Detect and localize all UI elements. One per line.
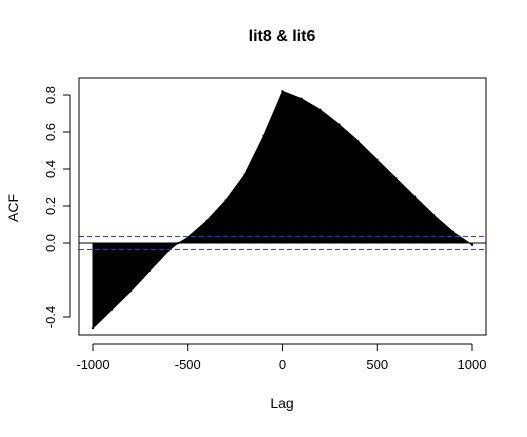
y-tick-label: 0.2 [43,197,58,215]
y-tick-label: 0.0 [43,234,58,252]
x-tick-label: 1000 [458,357,487,372]
y-tick-label: 0.6 [43,123,58,141]
y-tick-label: -0.4 [43,306,58,328]
acf-point [262,134,265,137]
acf-point [470,243,474,246]
acf-point [148,269,151,272]
acf-point [129,289,133,293]
axes-layer: -1000 -500 0 500 1000 -0.4 0.0 0.2 0.4 0.6 0.8 [43,77,487,372]
acf-point [319,108,322,112]
acf-point [91,326,95,330]
acf-point [205,219,208,222]
acf-point [413,195,417,198]
acf-point [243,173,246,176]
acf-point [357,140,360,143]
plot-layer [79,90,486,330]
x-tick-label: -500 [175,357,201,372]
chart-title: lit8 & lit6 [249,28,316,45]
x-tick-label: 0 [279,357,286,372]
x-tick-label: -1000 [76,357,109,372]
plot-frame [78,77,487,336]
acf-point [395,177,398,180]
x-tick-label: 500 [366,357,388,372]
acf-point [224,199,227,202]
acf-point [110,308,114,311]
acf-point [281,90,284,93]
acf-point [432,214,436,217]
acf-point [338,123,341,126]
acf-area [92,90,473,330]
x-axis-label: Lag [270,395,293,411]
acf-point [300,97,303,100]
y-tick-label: 0.4 [43,160,58,178]
acf-point [451,230,455,234]
acf-point [376,158,379,161]
y-tick-label: 0.8 [43,86,58,104]
y-axis-label: ACF [5,194,21,222]
